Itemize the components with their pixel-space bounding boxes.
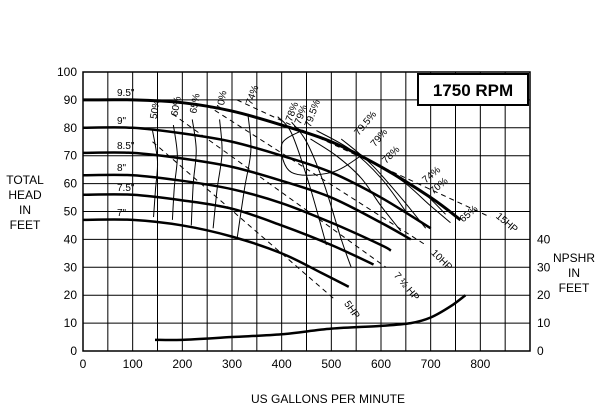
efficiency-curve [340, 138, 427, 229]
x-tick-label: 100 [123, 357, 143, 371]
y-tick-label: 40 [64, 232, 78, 246]
y-axis-label-line-2: HEAD [8, 188, 42, 202]
x-tick-label: 300 [222, 357, 242, 371]
efficiency-curves [152, 113, 451, 268]
y-tick-label: 30 [64, 260, 78, 274]
y2-tick-label: 10 [537, 316, 551, 330]
title-box [417, 73, 529, 106]
efficiency-label: 78% [380, 144, 402, 166]
efficiency-curve [190, 119, 197, 226]
impeller-curve [82, 126, 432, 230]
efficiency-curve [280, 130, 362, 176]
y-tick-label: 20 [64, 288, 78, 302]
efficiency-label: 60% [169, 95, 183, 117]
chart-title: 1750 RPM [433, 81, 513, 100]
horsepower-line [152, 141, 337, 302]
efficiency-curve [316, 130, 407, 212]
efficiency-curve [171, 124, 178, 220]
x-tick-label: 500 [321, 357, 341, 371]
y-tick-label: 0 [70, 344, 77, 358]
impeller-label: 9.5" [117, 88, 135, 99]
y-axis-label-line-4: FEET [10, 218, 41, 232]
efficiency-curve [212, 119, 223, 229]
impeller-label: 8.5" [117, 141, 135, 152]
x-tick-label: 600 [371, 357, 391, 371]
y-tick-label: 80 [64, 121, 78, 135]
efficiency-label: 65% [188, 93, 202, 115]
impeller-label: 8" [117, 163, 127, 174]
impeller-label: 7" [117, 208, 127, 219]
impeller-curves [82, 98, 467, 342]
y2-tick-label: 0 [537, 344, 544, 358]
y-axis-label-line-1: TOTAL [6, 173, 44, 187]
efficiency-label: 79% [369, 127, 390, 149]
npshr-curve [155, 294, 467, 342]
y2-tick-label: 20 [537, 288, 551, 302]
horsepower-lines [152, 99, 491, 302]
impeller-curve [82, 218, 350, 288]
impeller-curve [82, 98, 462, 222]
y-tick-label: 90 [64, 93, 78, 107]
horsepower-label: 10HP [429, 248, 455, 274]
x-tick-label: 400 [272, 357, 292, 371]
y-tick-label: 10 [64, 316, 78, 330]
horsepower-label: 5HP [341, 299, 361, 322]
y2-tick-label: 40 [537, 232, 551, 246]
horsepower-line [172, 113, 387, 268]
y2-axis-label-line-2: IN [568, 266, 580, 280]
x-axis-label: US GALLONS PER MINUTE [251, 392, 405, 406]
efficiency-label: 50% [149, 98, 163, 120]
impeller-curve [82, 173, 392, 252]
efficiency-label: 70% [215, 90, 229, 112]
efficiency-curve [310, 138, 402, 232]
y-tick-label: 100 [57, 65, 77, 79]
x-tick-label: 0 [80, 357, 87, 371]
impeller-label: 9" [117, 116, 127, 127]
y-axis-label-line-3: IN [19, 203, 31, 217]
x-tick-label: 700 [421, 357, 441, 371]
horsepower-label: 15HP [493, 211, 519, 236]
efficiency-label: 74% [244, 84, 261, 107]
x-tick-label: 800 [470, 357, 490, 371]
y-tick-label: 70 [64, 149, 78, 163]
horsepower-line [206, 105, 426, 246]
plot-frame [82, 71, 531, 352]
impeller-curve [82, 193, 375, 266]
y2-axis-label-line-3: FEET [559, 281, 590, 295]
y2-axis-label-line-1: NPSHR [553, 251, 595, 265]
y-tick-label: 50 [64, 205, 78, 219]
y2-tick-label: 30 [537, 260, 551, 274]
impeller-curve [82, 151, 412, 241]
efficiency-label: 65% [458, 204, 480, 225]
y-tick-label: 60 [64, 177, 78, 191]
x-tick-label: 200 [172, 357, 192, 371]
impeller-label: 7.5" [117, 183, 135, 194]
tick-labels: 0 100 200 300 400 500 600 700 800010203040506070… [57, 65, 551, 371]
